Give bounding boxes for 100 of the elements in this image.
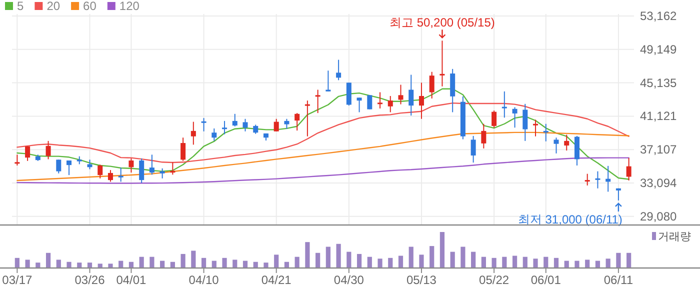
candlestick [25,146,30,162]
bar [46,252,51,268]
bar [398,256,404,268]
bar [14,258,20,268]
bar [139,256,144,268]
bar [471,252,476,268]
candlestick [326,70,331,92]
bar [408,246,414,268]
bar [367,256,372,268]
candlestick [66,160,72,176]
y-tick-label: 37,107 [640,142,678,157]
candlestick [356,97,362,113]
candlestick [108,170,113,182]
y-tick-label: 41,121 [640,109,678,124]
candlestick [118,167,124,182]
candlestick [398,84,404,105]
candlestick [212,128,217,142]
bar [440,232,445,268]
legend-label: 5 [17,0,24,13]
bar [574,260,580,268]
bar [264,262,268,268]
candlestick [190,121,196,146]
candlestick [429,71,434,99]
candlestick [584,173,590,186]
x-tick-label: 04/10 [188,273,220,287]
bar [305,242,310,268]
candlestick [201,118,206,132]
bar [554,258,559,268]
line-series [16,132,630,182]
candlestick [440,40,445,87]
bar [533,258,538,268]
bar [502,256,507,268]
candlestick [470,135,476,164]
annotation: 최저 31,000 (06/11) [518,212,622,226]
legend-label: 120 [119,0,140,13]
bar [56,260,61,268]
candlestick [336,59,342,81]
candlestick [533,119,538,137]
y-tick-label: 33,094 [640,176,678,190]
candlestick [56,159,62,174]
candlestick [378,92,383,109]
bar [36,262,40,268]
candlestick [492,110,497,128]
bar [294,256,300,268]
candlestick [481,123,486,149]
candlestick [408,74,414,116]
y-tick-label: 53,162 [640,8,678,23]
x-tick-label: 04/01 [116,273,147,287]
bar [450,252,455,268]
bar [201,258,206,268]
bar [356,254,362,268]
candlestick [315,89,320,114]
x-tick-label: 05/22 [479,273,510,287]
candlestick [512,106,518,128]
candlestick [170,162,176,176]
candlestick [346,82,352,106]
candlestick [554,137,559,154]
bar [326,246,330,268]
candlestick [367,94,372,110]
y-tick-label: 45,135 [640,76,678,90]
bar [274,254,279,268]
bar [77,262,82,268]
line-series [16,102,630,164]
bar [512,256,518,268]
bar [191,250,196,268]
bar [481,256,486,268]
x-tick-label: 06/01 [530,273,562,287]
bar [66,262,72,268]
legend-label: 60 [83,0,97,13]
annotation: 최고 50,200 (05/15) [390,16,495,30]
bar [522,256,528,268]
candlestick [139,158,144,184]
candlestick [232,113,238,127]
bar [87,262,92,268]
bar [430,246,434,268]
legend: 거래량 [652,231,691,243]
bar [492,258,496,268]
x-tick-label: 04/30 [334,273,364,287]
x-tick-label: 05/13 [406,273,437,287]
x-tick-label: 06/11 [604,273,634,287]
bar [336,244,341,268]
bar [150,256,154,268]
candlestick [418,82,424,120]
candlestick [98,164,103,179]
y-tick-label: 49,149 [640,42,678,56]
candlestick [616,188,621,201]
bar [419,254,424,268]
candlestick [253,124,258,134]
candlestick [160,168,165,179]
bar [626,252,632,268]
candlestick [450,68,456,113]
bar [316,252,320,268]
bar [388,258,393,268]
candlestick [502,90,507,118]
candlestick [46,140,51,160]
candlestick [543,123,548,142]
candlestick [222,120,228,135]
candlestick [304,100,310,137]
bar [98,264,102,268]
candlestick [626,157,632,181]
